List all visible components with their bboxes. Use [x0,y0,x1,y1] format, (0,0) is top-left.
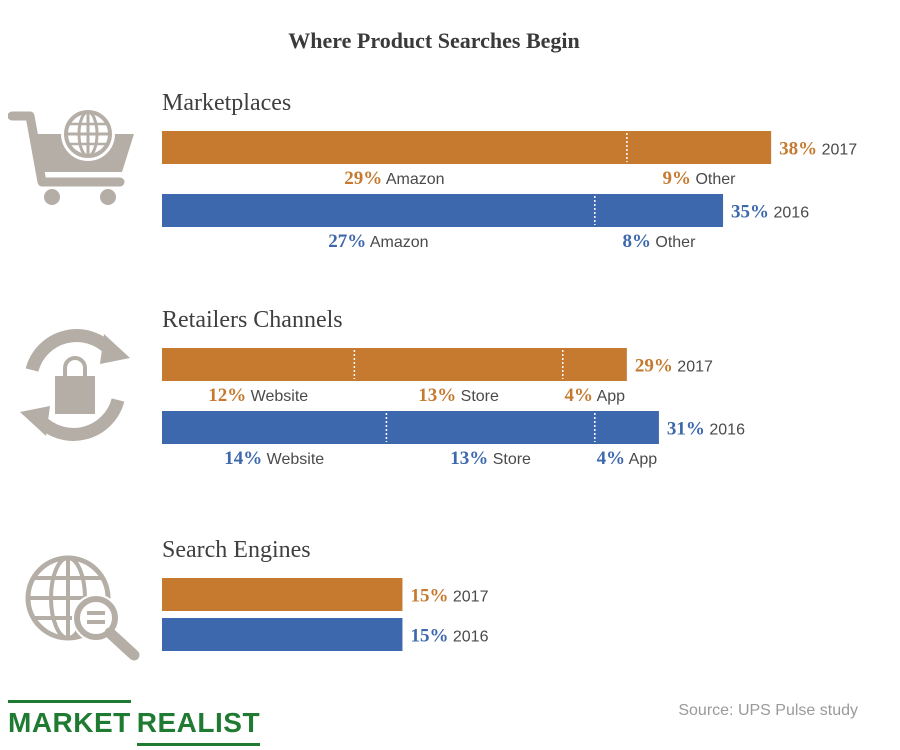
globe-search-icon [25,555,140,661]
brand-word-market: MARKET [8,700,131,743]
source-note: Source: UPS Pulse study [678,702,858,719]
bar-marketplaces-2017 [162,131,772,164]
chart-title: Where Product Searches Begin [288,28,580,53]
section-title-marketplaces: Marketplaces [162,90,292,116]
segment-label-marketplaces-2016-amazon: 27% Amazon [328,231,428,252]
segment-label-marketplaces-2017-other: 9% Other [663,168,737,189]
total-label-search-engines-2016: 15% 2016 [410,626,488,647]
bar-retailers-channels-2016 [162,411,659,444]
total-label-retailers-channels-2017: 29% 2017 [635,356,713,377]
total-label-search-engines-2017: 15% 2017 [410,586,488,607]
chart-plot-area: 38% 2017 29% Amazon 9% Other 35% 2016 27% Am… [162,131,857,651]
section-title-search-engines: Search Engines [162,537,311,563]
segment-label-retailers-channels-2017-app: 4% App [565,385,626,406]
shopping-bag-refresh-icon [20,329,130,441]
bar-search-engines-2016 [162,618,403,651]
market-realist-logo: MARKET REALIST [8,700,261,748]
brand-word-realist: REALIST [136,703,261,746]
bar-search-engines-2017 [162,578,403,611]
bar-retailers-channels-2017 [162,348,627,381]
segment-label-retailers-channels-2016-app: 4% App [597,448,658,469]
segment-label-retailers-channels-2016-store: 13% Store [450,448,531,469]
segment-label-marketplaces-2016-other: 8% Other [622,231,696,252]
bar-marketplaces-2016 [162,194,724,227]
section-title-retailers-channels: Retailers Channels [162,307,343,333]
total-label-marketplaces-2017: 38% 2017 [779,139,857,160]
total-label-retailers-channels-2016: 31% 2016 [667,419,745,440]
shopping-cart-globe-icon [8,107,134,205]
segment-label-retailers-channels-2016-website: 14% Website [224,448,324,469]
segment-label-retailers-channels-2017-store: 13% Store [418,385,499,406]
segment-label-retailers-channels-2017-website: 12% Website [208,385,308,406]
total-label-marketplaces-2016: 35% 2016 [731,202,809,223]
segment-label-marketplaces-2017-amazon: 29% Amazon [344,168,444,189]
